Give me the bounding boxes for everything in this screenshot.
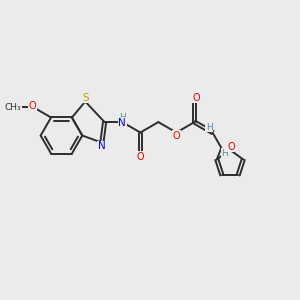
Text: O: O (28, 100, 36, 111)
Text: O: O (228, 142, 235, 152)
Text: O: O (172, 131, 180, 141)
Text: H: H (221, 148, 228, 158)
Text: N: N (118, 118, 126, 128)
Text: N: N (98, 141, 106, 152)
Text: H: H (119, 113, 126, 122)
Text: H: H (206, 123, 212, 132)
Text: O: O (136, 152, 144, 162)
Text: O: O (193, 93, 201, 103)
Text: CH₃: CH₃ (5, 103, 21, 112)
Text: S: S (82, 93, 88, 103)
